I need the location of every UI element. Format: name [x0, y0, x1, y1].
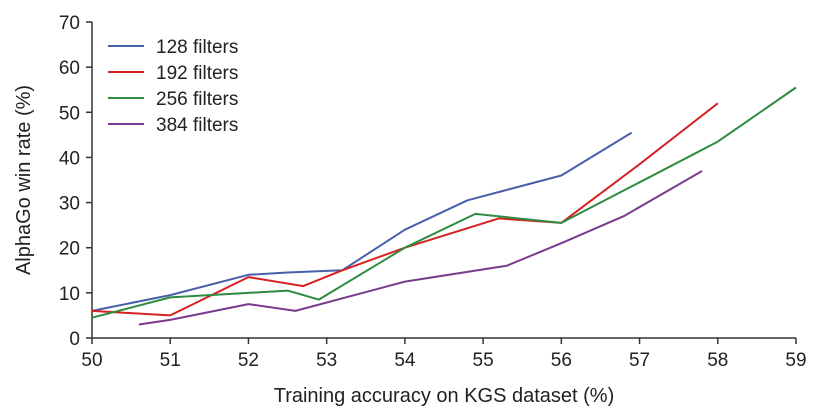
x-tick-label: 54	[394, 350, 416, 371]
x-tick-label: 50	[81, 350, 102, 371]
legend: 128 filters 192 filters 256 filters 384 fil…	[108, 37, 238, 136]
y-tick-label: 40	[59, 148, 80, 169]
legend-label: 192 filters	[156, 63, 238, 84]
x-tick-label: 53	[316, 350, 337, 371]
series-line-4	[138, 170, 703, 326]
y-tick-label: 0	[69, 329, 80, 350]
series-line-3	[91, 86, 797, 319]
legend-label: 128 filters	[156, 37, 238, 58]
x-tick-label: 52	[238, 350, 259, 371]
y-tick-label: 10	[59, 284, 80, 305]
axes: 0 10 20 30 40 50 60 70 50 51 52 53 54 55 56 57 58 59	[59, 13, 807, 371]
x-tick-label: 57	[629, 350, 650, 371]
y-tick-label: 20	[59, 239, 80, 260]
x-tick-label: 51	[160, 350, 181, 371]
y-tick-label: 30	[59, 194, 80, 215]
series-layer	[91, 86, 797, 326]
y-tick-label: 60	[59, 58, 80, 79]
x-axis-label: Training accuracy on KGS dataset (%)	[274, 385, 615, 407]
x-tick-label: 58	[707, 350, 728, 371]
legend-label: 256 filters	[156, 89, 238, 110]
legend-label: 384 filters	[156, 115, 238, 136]
x-tick-label: 56	[551, 350, 572, 371]
x-tick-label: 55	[473, 350, 494, 371]
y-tick-label: 70	[59, 13, 80, 34]
series-line-2	[91, 102, 719, 317]
y-tick-label: 50	[59, 103, 80, 124]
y-axis-label: AlphaGo win rate (%)	[13, 85, 35, 275]
x-tick-label: 59	[785, 350, 806, 371]
